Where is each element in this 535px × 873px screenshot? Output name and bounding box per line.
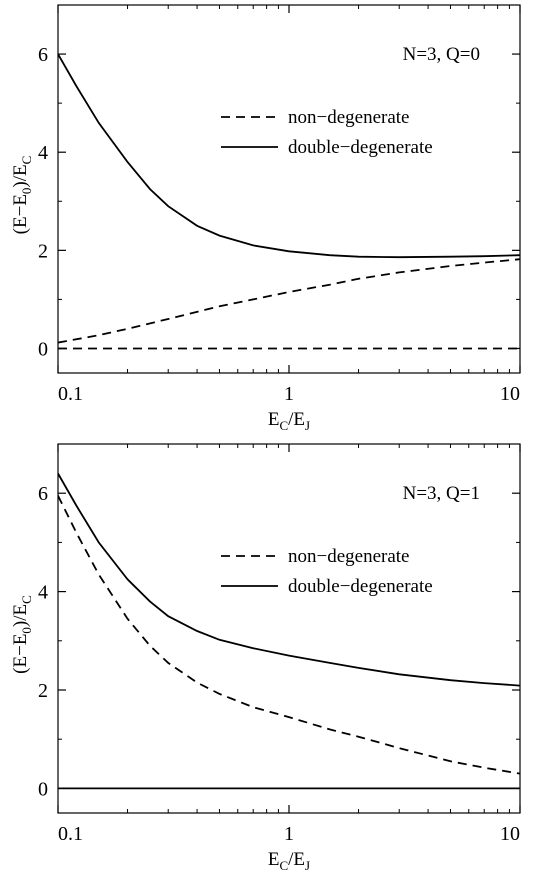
label-subscript: J — [305, 858, 310, 873]
y-tick-label: 2 — [38, 680, 48, 702]
x-tick-label: 0.1 — [58, 383, 83, 405]
label-text: /E — [288, 849, 305, 870]
legend-label: non−degenerate — [288, 546, 410, 567]
x-tick-label: 10 — [500, 823, 520, 845]
y-axis-label: (E−E0)/EC — [10, 595, 34, 674]
y-tick-label: 6 — [38, 483, 48, 505]
label-subscript: C — [19, 156, 34, 165]
label-text: (E−E — [10, 194, 31, 234]
label-text: )/E — [10, 164, 31, 187]
label-text: E — [268, 409, 280, 430]
x-axis-label: EC/EJ — [268, 409, 310, 433]
label-subscript: 0 — [19, 188, 34, 195]
x-tick-label: 10 — [500, 383, 520, 405]
label-text: /E — [288, 409, 305, 430]
x-tick-label: 0.1 — [58, 823, 83, 845]
x-tick-label: 1 — [284, 823, 294, 845]
y-tick-label: 4 — [38, 142, 48, 164]
label-subscript: 0 — [19, 627, 34, 634]
label-subscript: J — [305, 418, 310, 433]
legend-label: double−degenerate — [288, 576, 433, 597]
label-text: )/E — [10, 604, 31, 627]
y-tick-label: 4 — [38, 582, 48, 604]
x-axis-label: EC/EJ — [268, 849, 310, 873]
y-axis-label: (E−E0)/EC — [10, 156, 34, 235]
legend-label: double−degenerate — [288, 137, 433, 158]
series-line-3 — [58, 53, 520, 259]
x-tick-label: 1 — [284, 383, 294, 405]
y-tick-label: 0 — [38, 338, 48, 360]
series-line-2 — [58, 495, 520, 775]
legend-label: non−degenerate — [288, 107, 410, 128]
y-tick-label: 2 — [38, 240, 48, 262]
series-line-2 — [58, 258, 520, 344]
label-subscript: C — [279, 858, 288, 873]
label-subscript: C — [19, 595, 34, 604]
label-text: (E−E — [10, 634, 31, 674]
y-tick-label: 6 — [38, 44, 48, 66]
panel-annotation: N=3, Q=1 — [403, 483, 480, 504]
label-subscript: C — [279, 418, 288, 433]
panel-annotation: N=3, Q=0 — [403, 44, 480, 65]
label-text: E — [268, 849, 280, 870]
series-line-3 — [58, 473, 520, 687]
y-tick-label: 0 — [38, 778, 48, 800]
